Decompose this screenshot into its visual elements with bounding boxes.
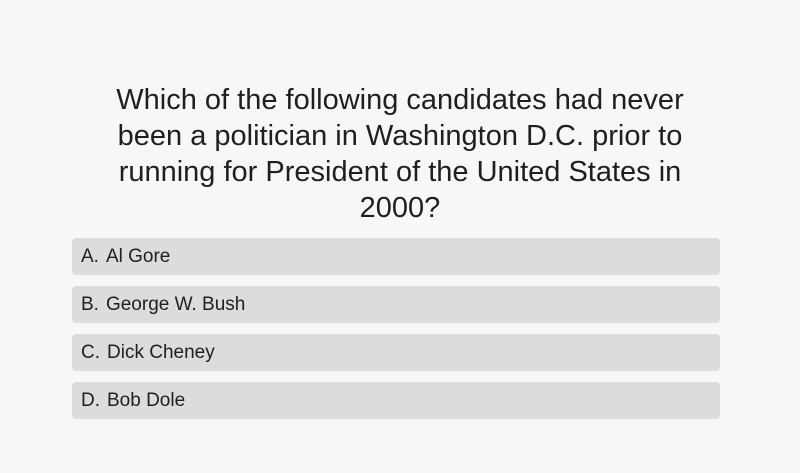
question-text: Which of the following candidates had ne…	[116, 84, 684, 224]
answer-option-c[interactable]: C. Dick Cheney	[72, 334, 720, 371]
answer-option-d[interactable]: D. Bob Dole	[72, 382, 720, 419]
answer-letter: C.	[81, 341, 100, 363]
answer-list: A. Al Gore B. George W. Bush C. Dick Che…	[72, 238, 720, 430]
answer-letter: D.	[81, 389, 100, 411]
answer-label: Bob Dole	[107, 389, 186, 411]
answer-option-a[interactable]: A. Al Gore	[72, 238, 720, 275]
answer-letter: A.	[81, 245, 99, 267]
answer-letter: B.	[81, 293, 99, 315]
answer-label: Dick Cheney	[107, 341, 215, 363]
answer-label: Al Gore	[105, 245, 171, 267]
answer-option-b[interactable]: B. George W. Bush	[72, 286, 720, 323]
answer-label: George W. Bush	[105, 293, 246, 315]
